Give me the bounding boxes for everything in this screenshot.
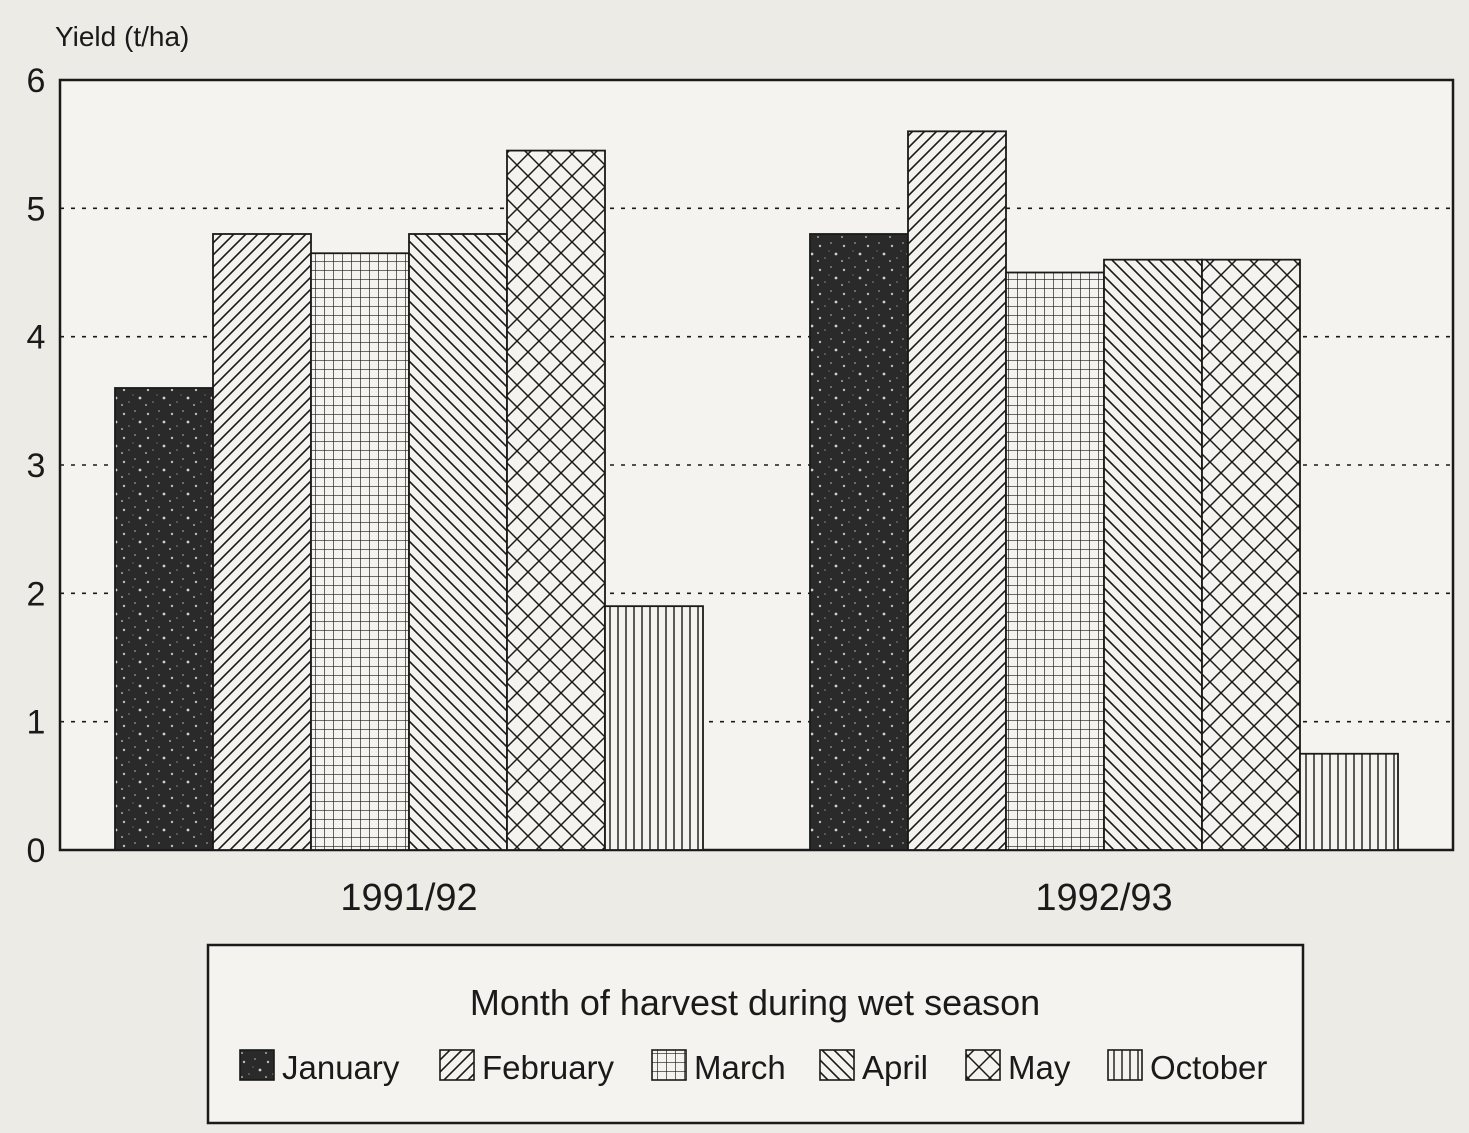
bar-may-1991-92 [506, 149, 606, 851]
y-tick-labels: 0 1 2 3 4 5 6 [27, 62, 46, 870]
y-tick-label: 3 [27, 447, 46, 485]
legend-swatch-october [1107, 1049, 1143, 1081]
x-category-label: 1991/92 [340, 877, 477, 919]
bar-october-1991-92 [604, 605, 704, 851]
y-axis-label: Yield (t/ha) [55, 21, 189, 52]
y-tick-label: 2 [27, 575, 46, 613]
bar-february-1991-92 [212, 233, 312, 851]
bar-january-1991-92 [114, 387, 214, 851]
bar-october-1992-93 [1299, 752, 1399, 851]
legend-swatch-january [239, 1049, 275, 1081]
legend-label-october: October [1150, 1049, 1267, 1086]
legend-swatch-april [819, 1049, 855, 1081]
legend-swatch-may [965, 1049, 1001, 1081]
legend-swatch-february [439, 1049, 475, 1081]
x-category-label: 1992/93 [1035, 877, 1172, 919]
legend-label-march: March [694, 1049, 786, 1086]
x-category-labels: 1991/92 1992/93 [340, 877, 1172, 919]
legend-items: January February March April May October [239, 1049, 1267, 1086]
legend-swatch-march [651, 1049, 687, 1081]
bar-march-1992-93 [1005, 271, 1105, 851]
y-tick-label: 6 [27, 62, 46, 100]
legend-label-january: January [282, 1049, 400, 1086]
legend-label-february: February [482, 1049, 615, 1086]
bar-january-1992-93 [809, 233, 909, 851]
bar-february-1992-93 [907, 130, 1007, 851]
y-tick-label: 0 [27, 832, 46, 870]
bar-april-1991-92 [408, 233, 508, 851]
y-tick-label: 4 [27, 319, 46, 357]
legend-label-april: April [862, 1049, 928, 1086]
y-tick-label: 1 [27, 704, 46, 742]
legend-label-may: May [1008, 1049, 1071, 1086]
bar-march-1991-92 [310, 252, 410, 851]
bar-april-1992-93 [1103, 258, 1203, 851]
legend-box [206, 943, 1305, 1125]
y-tick-label: 5 [27, 190, 46, 228]
legend-title: Month of harvest during wet season [470, 982, 1040, 1023]
bar-may-1992-93 [1201, 258, 1301, 851]
bars [114, 130, 1399, 851]
